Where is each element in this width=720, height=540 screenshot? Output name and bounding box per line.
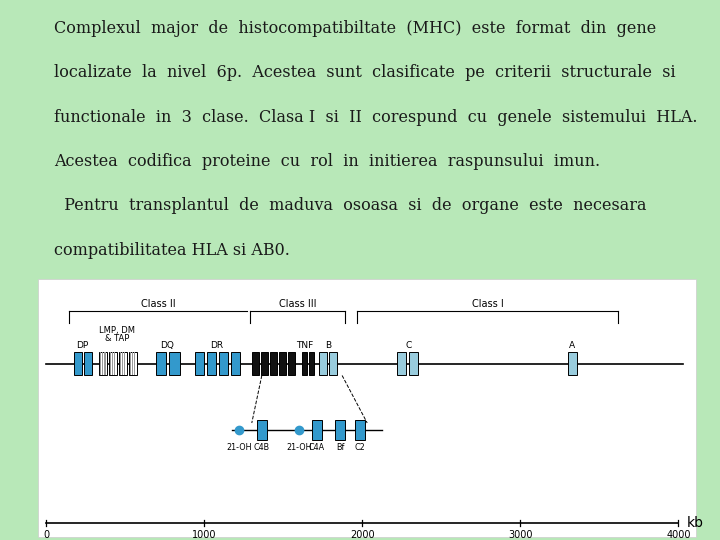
Bar [115,352,117,375]
Bar [125,352,127,375]
Bar [257,420,267,440]
Bar [335,420,345,440]
Bar [102,352,103,375]
Text: kb: kb [686,516,703,530]
Text: DQ: DQ [161,341,174,350]
Bar [355,420,365,440]
Bar [169,352,179,375]
Bar [130,352,138,375]
Text: Complexul  major  de  histocompatibiltate  (MHC)  este  format  din  gene: Complexul major de histocompatibiltate (… [54,20,656,37]
Bar [130,352,131,375]
Bar [312,420,322,440]
Bar [99,352,107,375]
Text: C: C [405,341,411,350]
Bar [100,352,101,375]
Text: DR: DR [210,341,223,350]
Bar [329,352,337,375]
Text: 0: 0 [43,530,49,540]
Text: C2: C2 [355,443,366,451]
Text: Pentru  transplantul  de  maduva  osoasa  si  de  organe  este  necesara: Pentru transplantul de maduva osoasa si … [54,198,647,214]
Bar [124,352,125,375]
Text: 4000: 4000 [666,530,690,540]
Text: localizate  la  nivel  6p.  Acestea  sunt  clasificate  pe  criterii  structural: localizate la nivel 6p. Acestea sunt cla… [54,64,675,82]
Text: 21-OH: 21-OH [226,443,251,451]
Text: 2000: 2000 [350,530,374,540]
Bar [105,352,107,375]
Bar [252,352,258,375]
Bar [319,352,327,375]
Bar [302,352,307,375]
Text: 1000: 1000 [192,530,216,540]
Bar [132,352,133,375]
Bar [219,352,228,375]
Bar [288,352,295,375]
Text: & TAP: & TAP [105,334,130,343]
Text: C4B: C4B [253,443,270,451]
Text: A: A [569,341,575,350]
Text: functionale  in  3  clase.  Clasa I  si  II  corespund  cu  genele  sistemului  : functionale in 3 clase. Clasa I si II co… [54,109,698,126]
Bar [120,352,127,375]
Text: TNF: TNF [297,341,314,350]
Text: Class III: Class III [279,299,316,309]
Bar [112,352,113,375]
Text: Class I: Class I [472,299,503,309]
Bar [279,352,286,375]
Bar [194,352,204,375]
Text: DP: DP [76,341,89,350]
Bar [84,352,92,375]
Bar [207,352,216,375]
Text: Bf: Bf [336,443,344,451]
Bar [568,352,577,375]
Bar [122,352,123,375]
Bar [261,352,268,375]
Text: 3000: 3000 [508,530,533,540]
Bar [230,352,240,375]
Bar [135,352,137,375]
Bar [110,352,111,375]
Bar [270,352,277,375]
Text: Class II: Class II [140,299,175,309]
Bar [120,352,121,375]
Text: B: B [325,341,331,350]
Text: compatibilitatea HLA si AB0.: compatibilitatea HLA si AB0. [54,242,290,259]
Bar [397,352,406,375]
Text: 21-OH: 21-OH [287,443,312,451]
Bar [134,352,135,375]
Text: LMP, DM: LMP, DM [99,326,135,335]
Bar [309,352,314,375]
Bar [410,352,418,375]
Bar [156,352,166,375]
Text: Acestea  codifica  proteine  cu  rol  in  initierea  raspunsului  imun.: Acestea codifica proteine cu rol in init… [54,153,600,170]
Text: C4A: C4A [309,443,325,451]
Bar [74,352,82,375]
Bar [109,352,117,375]
